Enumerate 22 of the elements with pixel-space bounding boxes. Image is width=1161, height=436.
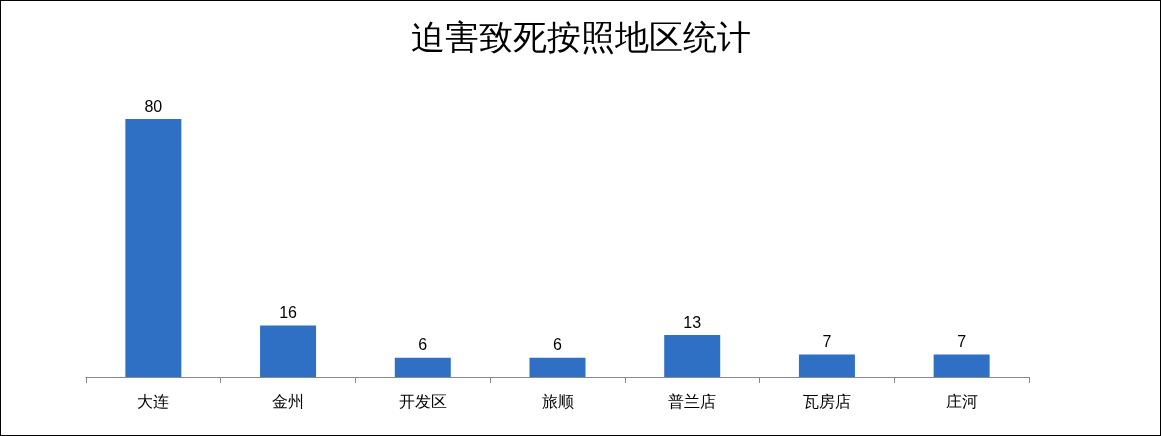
x-tick-label: 普兰店 bbox=[668, 392, 717, 410]
data-label: 6 bbox=[418, 336, 428, 354]
bar bbox=[260, 325, 317, 377]
bar bbox=[933, 354, 990, 377]
data-label: 80 bbox=[144, 97, 163, 115]
bar bbox=[798, 354, 855, 377]
x-tick-label: 瓦房店 bbox=[802, 392, 851, 410]
data-label: 13 bbox=[683, 313, 702, 331]
data-label: 7 bbox=[957, 332, 967, 350]
chart-title: 迫害致死按照地区统计 bbox=[410, 18, 751, 56]
x-tick-label: 开发区 bbox=[398, 392, 447, 410]
bar bbox=[529, 357, 586, 377]
bar bbox=[394, 357, 451, 377]
x-tick-label: 庄河 bbox=[945, 392, 978, 410]
x-tick-label: 大连 bbox=[137, 392, 170, 410]
bar bbox=[125, 119, 182, 377]
x-tick-label: 旅顺 bbox=[541, 392, 574, 410]
data-label: 7 bbox=[822, 332, 832, 350]
data-label: 16 bbox=[279, 303, 298, 321]
x-tick-label: 金州 bbox=[272, 392, 305, 410]
bar bbox=[664, 335, 721, 377]
data-label: 6 bbox=[553, 336, 563, 354]
